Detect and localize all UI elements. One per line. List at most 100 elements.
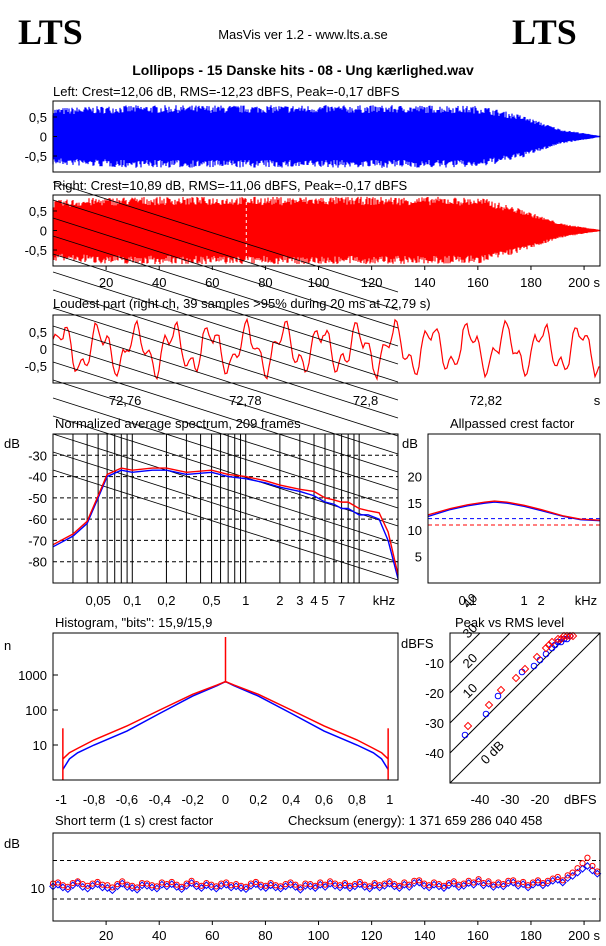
spectrum-ytick: -50	[28, 491, 47, 506]
crest-st-point-right	[277, 883, 284, 890]
crest-st-xtick: 100	[308, 928, 330, 943]
peak-rms-ytick: -20	[425, 686, 444, 701]
right-waveform-ytick: 0	[40, 224, 47, 239]
crest-st-point-right	[381, 880, 388, 887]
loudest-ytick: -0,5	[25, 359, 47, 374]
peak-rms-point-right	[532, 652, 542, 662]
peak-rms-diag-label: 0 dB	[478, 738, 508, 768]
loudest-frame	[52, 314, 601, 384]
peak-rms-ytick: -10	[425, 656, 444, 671]
crest-st-point-left	[251, 880, 260, 889]
crest-st-point-right	[109, 884, 116, 891]
crest-st-point-right	[104, 882, 111, 889]
crest-st-point-left	[242, 885, 250, 894]
app-title: MasVis ver 1.2 - www.lts.a.se	[218, 27, 388, 42]
avg-spectrum-title: Normalized average spectrum, 209 frames	[55, 416, 301, 431]
histogram-xtick: 0,6	[315, 792, 333, 807]
histogram-title: Histogram, "bits": 15,9/15,9	[55, 615, 212, 630]
crest-st-point-left	[311, 884, 320, 892]
crest-st-point-right	[74, 878, 81, 885]
allpassed-crest-title: Allpassed crest factor	[450, 416, 575, 431]
crest-st-point-right	[450, 878, 457, 885]
crest-st-point-left	[152, 884, 161, 893]
crest-st-point-right	[322, 881, 329, 888]
crest-st-point-right	[262, 882, 269, 889]
crest-st-point-right	[327, 878, 334, 885]
spectrum-ytick: -40	[28, 470, 47, 485]
histogram-series-left	[62, 680, 389, 770]
peak-rms-diagonal	[449, 632, 601, 784]
crest-st-point-left	[138, 881, 147, 890]
histogram-xtick: 0,8	[348, 792, 366, 807]
crest-st-point-right	[218, 880, 225, 887]
crest-st-point-right	[475, 876, 482, 883]
crest-st-point-left	[182, 881, 191, 890]
crest-st-point-left	[93, 880, 102, 889]
spectrum-slope-line	[52, 397, 399, 509]
crest-st-point-left	[588, 866, 597, 875]
crest-st-point-right	[569, 869, 576, 876]
peak-rms-point-right	[463, 721, 473, 731]
spectrum-slope-line	[52, 415, 399, 527]
crest-st-point-left	[459, 881, 468, 890]
crest-st-point-right	[371, 879, 378, 887]
crest-st-point-right	[396, 882, 403, 889]
allpassed-xtick-unit: kHz	[575, 593, 597, 608]
track-title: Lollipops - 15 Danske hits - 08 - Ung kæ…	[132, 62, 474, 78]
allpassed-frame	[427, 433, 601, 584]
crest-st-point-left	[261, 884, 270, 892]
spectrum-slope-line	[52, 325, 399, 437]
crest-st-point-right	[539, 879, 547, 887]
crest-st-point-left	[341, 881, 349, 890]
histogram-xtick: 0	[222, 792, 229, 807]
allpassed-ytick: 20	[408, 470, 422, 485]
spectrum-slope-line	[52, 235, 399, 347]
crest-st-point-left	[558, 878, 567, 887]
spectrum-xtick: 1	[242, 593, 249, 608]
crest-st-point-right	[485, 878, 492, 885]
peak-rms-point-left	[530, 662, 538, 670]
crest-st-point-left	[133, 885, 142, 894]
crest-st-xtick: 200 s	[568, 928, 600, 943]
crest-st-point-left	[108, 886, 117, 895]
histogram-xtick: 0,2	[249, 792, 267, 807]
peak-rms-point-right	[520, 664, 530, 674]
crest-st-point-right	[119, 878, 126, 885]
crest-st-point-right	[524, 882, 532, 889]
crest-st-point-left	[504, 879, 513, 888]
histogram-ytick: 1000	[18, 668, 47, 683]
peak-rms-diag-label: 10	[460, 680, 481, 701]
crest-st-point-right	[520, 878, 527, 886]
crest-st-xtick: 120	[361, 928, 383, 943]
crest-st-point-right	[232, 881, 240, 888]
crest-st-point-left	[113, 882, 122, 891]
crest-st-point-right	[425, 882, 433, 889]
crest-st-point-left	[177, 885, 186, 894]
crest-st-point-right	[559, 877, 566, 884]
crest-st-title: Short term (1 s) crest factor	[55, 813, 214, 828]
crest-st-point-right	[356, 878, 363, 886]
crest-st-point-left	[439, 884, 448, 892]
crest-st-point-right	[114, 881, 121, 888]
time-xtick: 180	[520, 275, 542, 290]
crest-st-point-right	[529, 879, 537, 886]
time-xtick: 80	[258, 275, 272, 290]
crest-st-point-left	[73, 879, 82, 888]
crest-st-point-left	[469, 880, 478, 889]
crest-st-point-right	[292, 881, 299, 888]
crest-st-point-left	[197, 884, 206, 892]
crest-st-point-left	[167, 880, 176, 889]
crest-st-point-left	[553, 875, 562, 884]
histogram-xtick: -0,6	[116, 792, 138, 807]
spectrum-ytick: -60	[28, 512, 47, 527]
crest-st-point-right	[213, 883, 220, 890]
crest-st-point-right	[54, 879, 62, 886]
loudest-trace	[52, 317, 600, 382]
crest-st-point-left	[524, 883, 533, 892]
crest-st-xtick: 180	[520, 928, 542, 943]
spectrum-xtick: 0,2	[157, 593, 175, 608]
crest-st-point-left	[449, 879, 458, 888]
peak-rms-ytick: -40	[425, 746, 444, 761]
crest-st-point-right	[510, 877, 517, 884]
peak-rms-point-left	[494, 692, 502, 700]
